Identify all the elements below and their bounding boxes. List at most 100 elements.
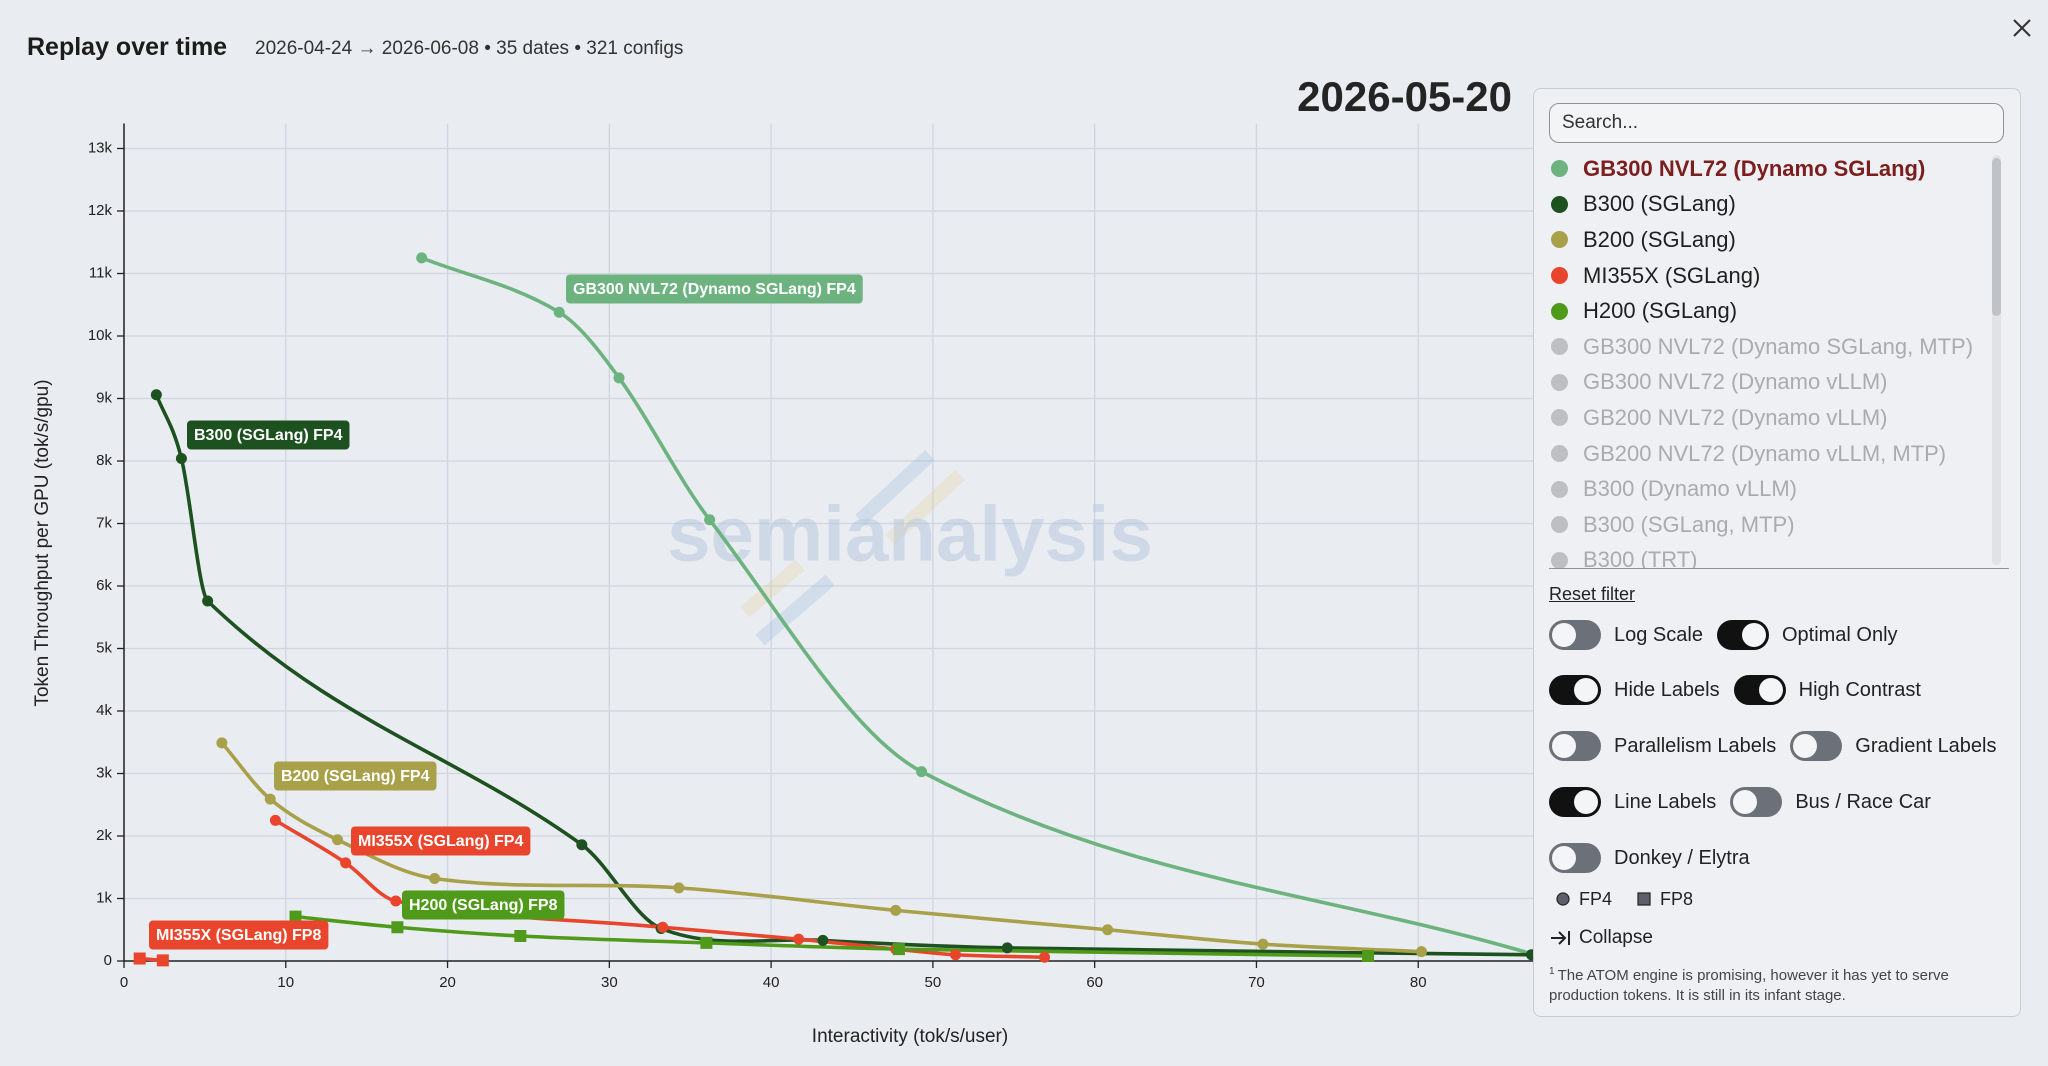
data-point [1102, 924, 1114, 936]
data-point [576, 839, 588, 851]
toggle-track[interactable] [1549, 731, 1601, 761]
line-label-text: H200 (SGLang) FP8 [409, 897, 558, 914]
series-lines [137, 256, 1537, 963]
toggle-track[interactable] [1790, 731, 1843, 761]
replay-date: 2026-05-20 [1297, 73, 1512, 120]
toggle-track[interactable] [1549, 675, 1601, 705]
toggle-knob [1793, 734, 1818, 758]
line-label-text: GB300 NVL72 (Dynamo SGLang) FP4 [573, 281, 856, 298]
filter-item[interactable]: B300 (SGLang, MTP) [1549, 507, 2009, 543]
filter-dot [1551, 302, 1568, 320]
line-label-text: MI355X (SGLang) FP4 [358, 833, 523, 850]
filter-item[interactable]: GB300 NVL72 (Dynamo vLLM) [1549, 365, 2009, 401]
series-markers [133, 252, 1541, 967]
data-point [416, 252, 428, 264]
y-tick-label: 6k [96, 577, 112, 594]
toggle[interactable]: Optimal Only [1716, 620, 1898, 650]
filter-item[interactable]: B300 (TRT) [1549, 543, 2009, 569]
x-tick-label: 70 [1248, 974, 1265, 991]
x-tick-label: 30 [601, 974, 618, 991]
toggle-track[interactable] [1716, 620, 1769, 650]
toggle-track[interactable] [1549, 787, 1601, 817]
data-point [175, 453, 187, 464]
toggle-label: Log Scale [1614, 623, 1703, 646]
y-tick-label: 10k [88, 327, 113, 344]
toggle[interactable]: Gradient Labels [1790, 731, 1997, 761]
y-tick-label: 8k [96, 452, 112, 469]
y-tick-label: 13k [88, 139, 113, 156]
modal-title: Replay over time [27, 33, 228, 61]
series-line [273, 818, 1047, 960]
data-point [817, 934, 829, 946]
filter-label: H200 (SGLang) [1583, 298, 1738, 324]
toggle[interactable]: Parallelism Labels [1549, 731, 1776, 761]
line-label-box [351, 826, 531, 856]
y-tick-label: 0 [104, 952, 112, 969]
data-point [1257, 938, 1269, 950]
filter-item[interactable]: GB300 NVL72 (Dynamo SGLang) [1549, 151, 2009, 187]
data-point [332, 834, 344, 846]
filter-item[interactable]: B300 (Dynamo vLLM) [1549, 471, 2009, 507]
filter-item[interactable]: MI355X (SGLang) [1549, 258, 2009, 294]
data-point [269, 814, 281, 826]
filter-dot [1551, 338, 1568, 356]
line-label: MI355X (SGLang) FP8 [149, 920, 329, 950]
toggle-track[interactable] [1730, 787, 1783, 817]
search-input[interactable]: Search... [1549, 103, 2004, 143]
scrollbar[interactable] [1992, 155, 2001, 565]
marker-icon [1556, 892, 1570, 906]
toggle-row: Hide Labels High Contrast [1549, 675, 1935, 705]
toggle[interactable]: Donkey / Elytra [1549, 843, 1750, 873]
toggle[interactable]: High Contrast [1733, 675, 1921, 705]
collapse-button[interactable]: Collapse [1549, 926, 1653, 950]
toggle-label: Hide Labels [1614, 678, 1720, 701]
filter-dot [1551, 480, 1568, 498]
series-line [220, 741, 1424, 954]
filter-item[interactable]: GB200 NVL72 (Dynamo vLLM, MTP) [1549, 436, 2009, 472]
toggle[interactable]: Line Labels [1549, 787, 1716, 817]
toggle-knob [1574, 790, 1598, 814]
filter-dot [1551, 160, 1568, 178]
y-tick-label: 9k [96, 389, 112, 406]
filter-item[interactable]: H200 (SGLang) [1549, 293, 2009, 329]
data-point [553, 306, 565, 318]
close-button[interactable] [2010, 16, 2034, 40]
data-point [202, 595, 214, 607]
filter-item[interactable]: B200 (SGLang) [1549, 222, 2009, 258]
filter-label: GB300 NVL72 (Dynamo vLLM) [1583, 369, 1888, 395]
y-tick-label: 7k [96, 514, 112, 531]
scrollbar-thumb[interactable] [1992, 158, 2001, 316]
toggle-track[interactable] [1733, 675, 1786, 705]
y-tick-label: 11k [89, 264, 113, 281]
filter-panel: Search... GB300 NVL72 (Dynamo SGLang) B30… [1533, 88, 2021, 1017]
line-label-box [274, 761, 437, 791]
filter-label: B300 (Dynamo vLLM) [1583, 476, 1797, 502]
data-point [340, 857, 352, 869]
line-label-text: B200 (SGLang) FP4 [281, 768, 430, 785]
toggle-track[interactable] [1549, 843, 1601, 873]
toggle-label: High Contrast [1798, 678, 1921, 701]
toggle-row: Donkey / Elytra [1549, 843, 1764, 873]
data-point [156, 954, 169, 967]
watermark-slash [885, 469, 965, 546]
toggle[interactable]: Log Scale [1549, 620, 1703, 650]
toggle-track[interactable] [1549, 620, 1601, 650]
filter-dot [1551, 409, 1568, 427]
data-point [514, 930, 527, 942]
filter-label: B300 (TRT) [1583, 547, 1698, 569]
reset-filter[interactable]: Reset filter [1549, 584, 1636, 604]
footnote-marker: 1 [1549, 966, 1555, 977]
filter-item[interactable]: GB200 NVL72 (Dynamo vLLM) [1549, 400, 2009, 436]
y-tick-label: 12k [88, 202, 113, 219]
y-tick-label: 2k [96, 827, 112, 844]
toggle[interactable]: Hide Labels [1549, 675, 1720, 705]
toggle-knob [1733, 790, 1758, 814]
marker-shape [1556, 892, 1570, 906]
toggle[interactable]: Bus / Race Car [1730, 787, 1931, 817]
filter-dot [1551, 231, 1568, 249]
line-label-box [187, 420, 350, 450]
filter-item[interactable]: B300 (SGLang) [1549, 187, 2009, 223]
toggle-knob [1758, 678, 1783, 702]
filter-item[interactable]: GB300 NVL72 (Dynamo SGLang, MTP) [1549, 329, 2009, 365]
